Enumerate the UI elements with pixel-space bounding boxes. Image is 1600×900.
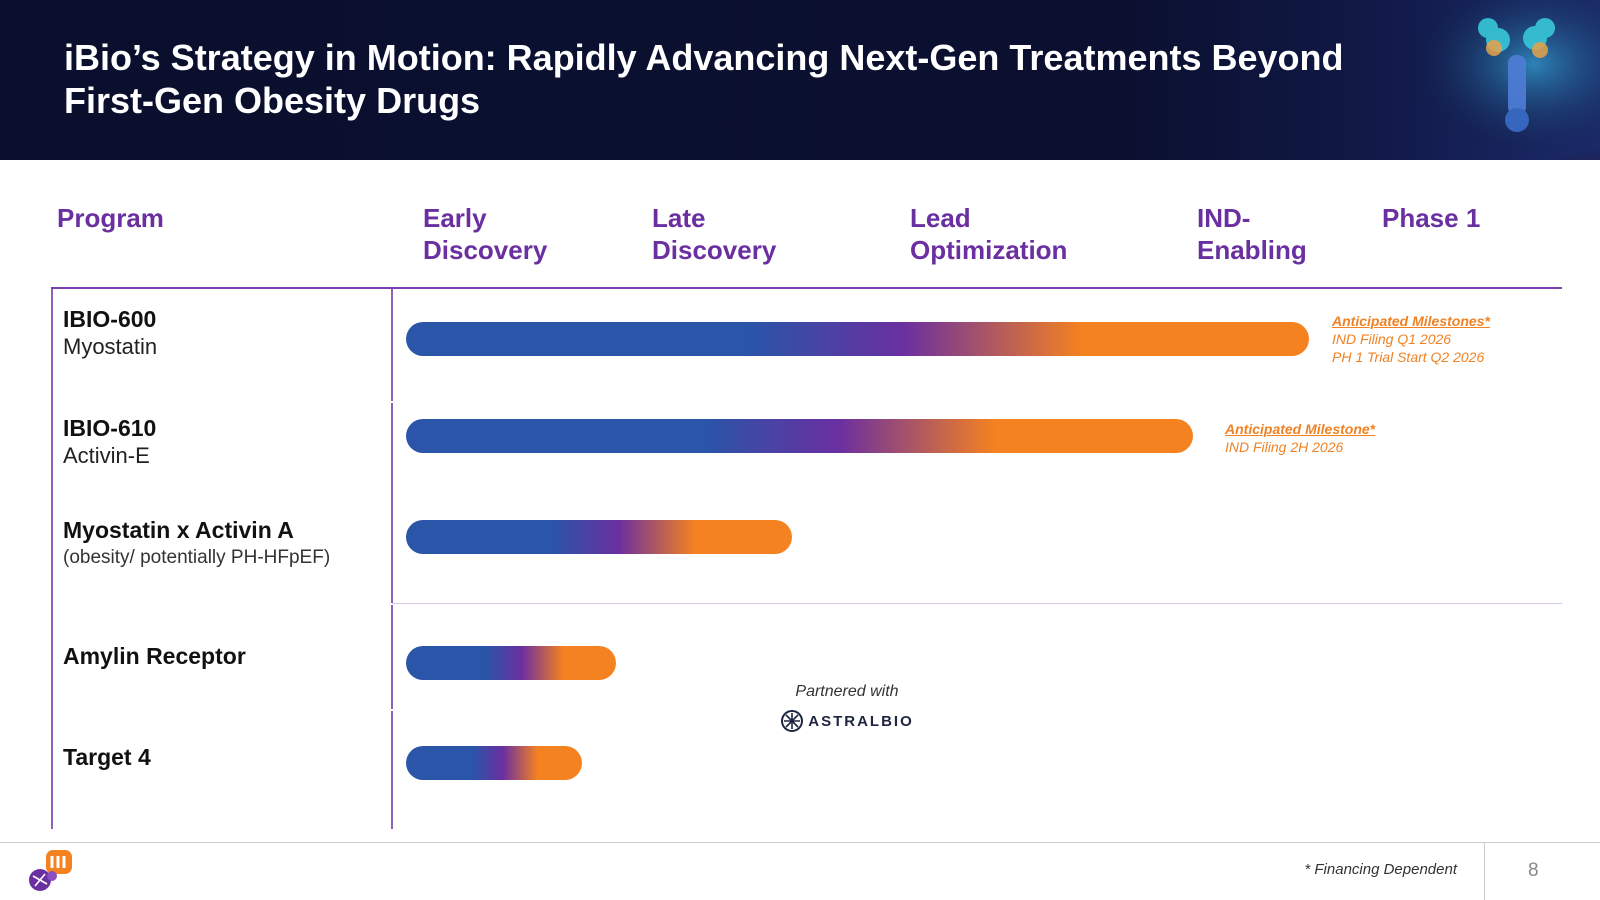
program-name: Myostatin x Activin A bbox=[63, 517, 294, 543]
column-header-label: Phase 1 bbox=[1382, 203, 1481, 233]
progress-bar-amylin-receptor bbox=[406, 646, 616, 680]
column-header-phase-1: Phase 1 bbox=[1382, 202, 1480, 234]
astralbio-logo-icon bbox=[781, 710, 804, 732]
program-target: (obesity/ potentially PH-HFpEF) bbox=[63, 547, 331, 568]
milestones-ibio-600: Anticipated Milestones* IND Filing Q1 20… bbox=[1332, 312, 1490, 366]
column-divider bbox=[391, 403, 393, 603]
title-line-2: First-Gen Obesity Drugs bbox=[64, 80, 481, 121]
partner-logo: ASTRALBIO bbox=[770, 709, 924, 733]
column-divider bbox=[391, 289, 393, 401]
footnote: * Financing Dependent bbox=[1304, 861, 1457, 878]
progress-bar-myostatin-activin-a bbox=[406, 520, 792, 554]
program-amylin-receptor: Amylin Receptor bbox=[63, 642, 246, 670]
program-ibio-600: IBIO-600 Myostatin bbox=[63, 305, 157, 361]
program-target: Myostatin bbox=[63, 334, 158, 359]
program-name: IBIO-600 bbox=[63, 306, 157, 332]
program-target: Activin-E bbox=[63, 443, 150, 468]
column-header-late-discovery: Late Discovery bbox=[652, 202, 776, 266]
progress-bar-target-4 bbox=[406, 746, 582, 780]
column-header-program-label: Program bbox=[57, 203, 164, 233]
title-line-1: iBio’s Strategy in Motion: Rapidly Advan… bbox=[64, 37, 1344, 78]
milestones-ibio-610: Anticipated Milestone* IND Filing 2H 202… bbox=[1225, 420, 1375, 456]
footer-divider bbox=[0, 842, 1600, 843]
footer-vertical-divider bbox=[1484, 842, 1485, 900]
column-header-label: Discovery bbox=[423, 235, 548, 265]
antibody-illustration-icon bbox=[1380, 0, 1600, 160]
program-name: Amylin Receptor bbox=[63, 643, 246, 669]
milestone-title: Anticipated Milestone* bbox=[1225, 421, 1376, 437]
column-header-label: IND- bbox=[1197, 203, 1251, 233]
milestone-item: IND Filing 2H 2026 bbox=[1225, 439, 1344, 455]
column-header-label: Late bbox=[652, 203, 706, 233]
column-header-early-discovery: Early Discovery bbox=[423, 202, 547, 266]
column-header-ind-enabling: IND- Enabling bbox=[1197, 202, 1307, 266]
header-divider bbox=[51, 287, 1562, 289]
program-target-4: Target 4 bbox=[63, 743, 151, 771]
column-header-label: Optimization bbox=[910, 235, 1068, 265]
column-header-label: Discovery bbox=[652, 235, 777, 265]
ibio-logo-icon bbox=[29, 850, 72, 891]
program-myostatin-activin-a: Myostatin x Activin A (obesity/ potentia… bbox=[63, 516, 330, 572]
column-header-label: Lead bbox=[910, 203, 971, 233]
column-header-label: Enabling bbox=[1197, 235, 1307, 265]
column-divider bbox=[391, 711, 393, 829]
partner-name: ASTRALBIO bbox=[808, 712, 914, 730]
progress-bar-ibio-610 bbox=[406, 419, 1193, 453]
milestone-title: Anticipated Milestones* bbox=[1332, 313, 1490, 329]
program-name: Target 4 bbox=[63, 744, 151, 770]
milestone-item: PH 1 Trial Start Q2 2026 bbox=[1332, 349, 1485, 365]
section-divider bbox=[392, 603, 1562, 604]
program-ibio-610: IBIO-610 Activin-E bbox=[63, 414, 156, 470]
page-title: iBio’s Strategy in Motion: Rapidly Advan… bbox=[64, 36, 1444, 122]
column-header-label: Early bbox=[423, 203, 487, 233]
program-name: IBIO-610 bbox=[63, 415, 157, 441]
header-banner: iBio’s Strategy in Motion: Rapidly Advan… bbox=[0, 0, 1600, 160]
left-border bbox=[51, 289, 53, 829]
column-divider bbox=[391, 605, 393, 709]
milestone-item: IND Filing Q1 2026 bbox=[1332, 331, 1452, 347]
progress-bar-ibio-600 bbox=[406, 322, 1309, 356]
column-header-program: Program bbox=[57, 202, 164, 234]
partner-label: Partnered with bbox=[795, 683, 899, 700]
column-header-lead-optimization: Lead Optimization bbox=[910, 202, 1067, 266]
page-number: 8 bbox=[1528, 860, 1539, 881]
partner-block: Partnered with ASTRALBIO bbox=[770, 683, 924, 733]
